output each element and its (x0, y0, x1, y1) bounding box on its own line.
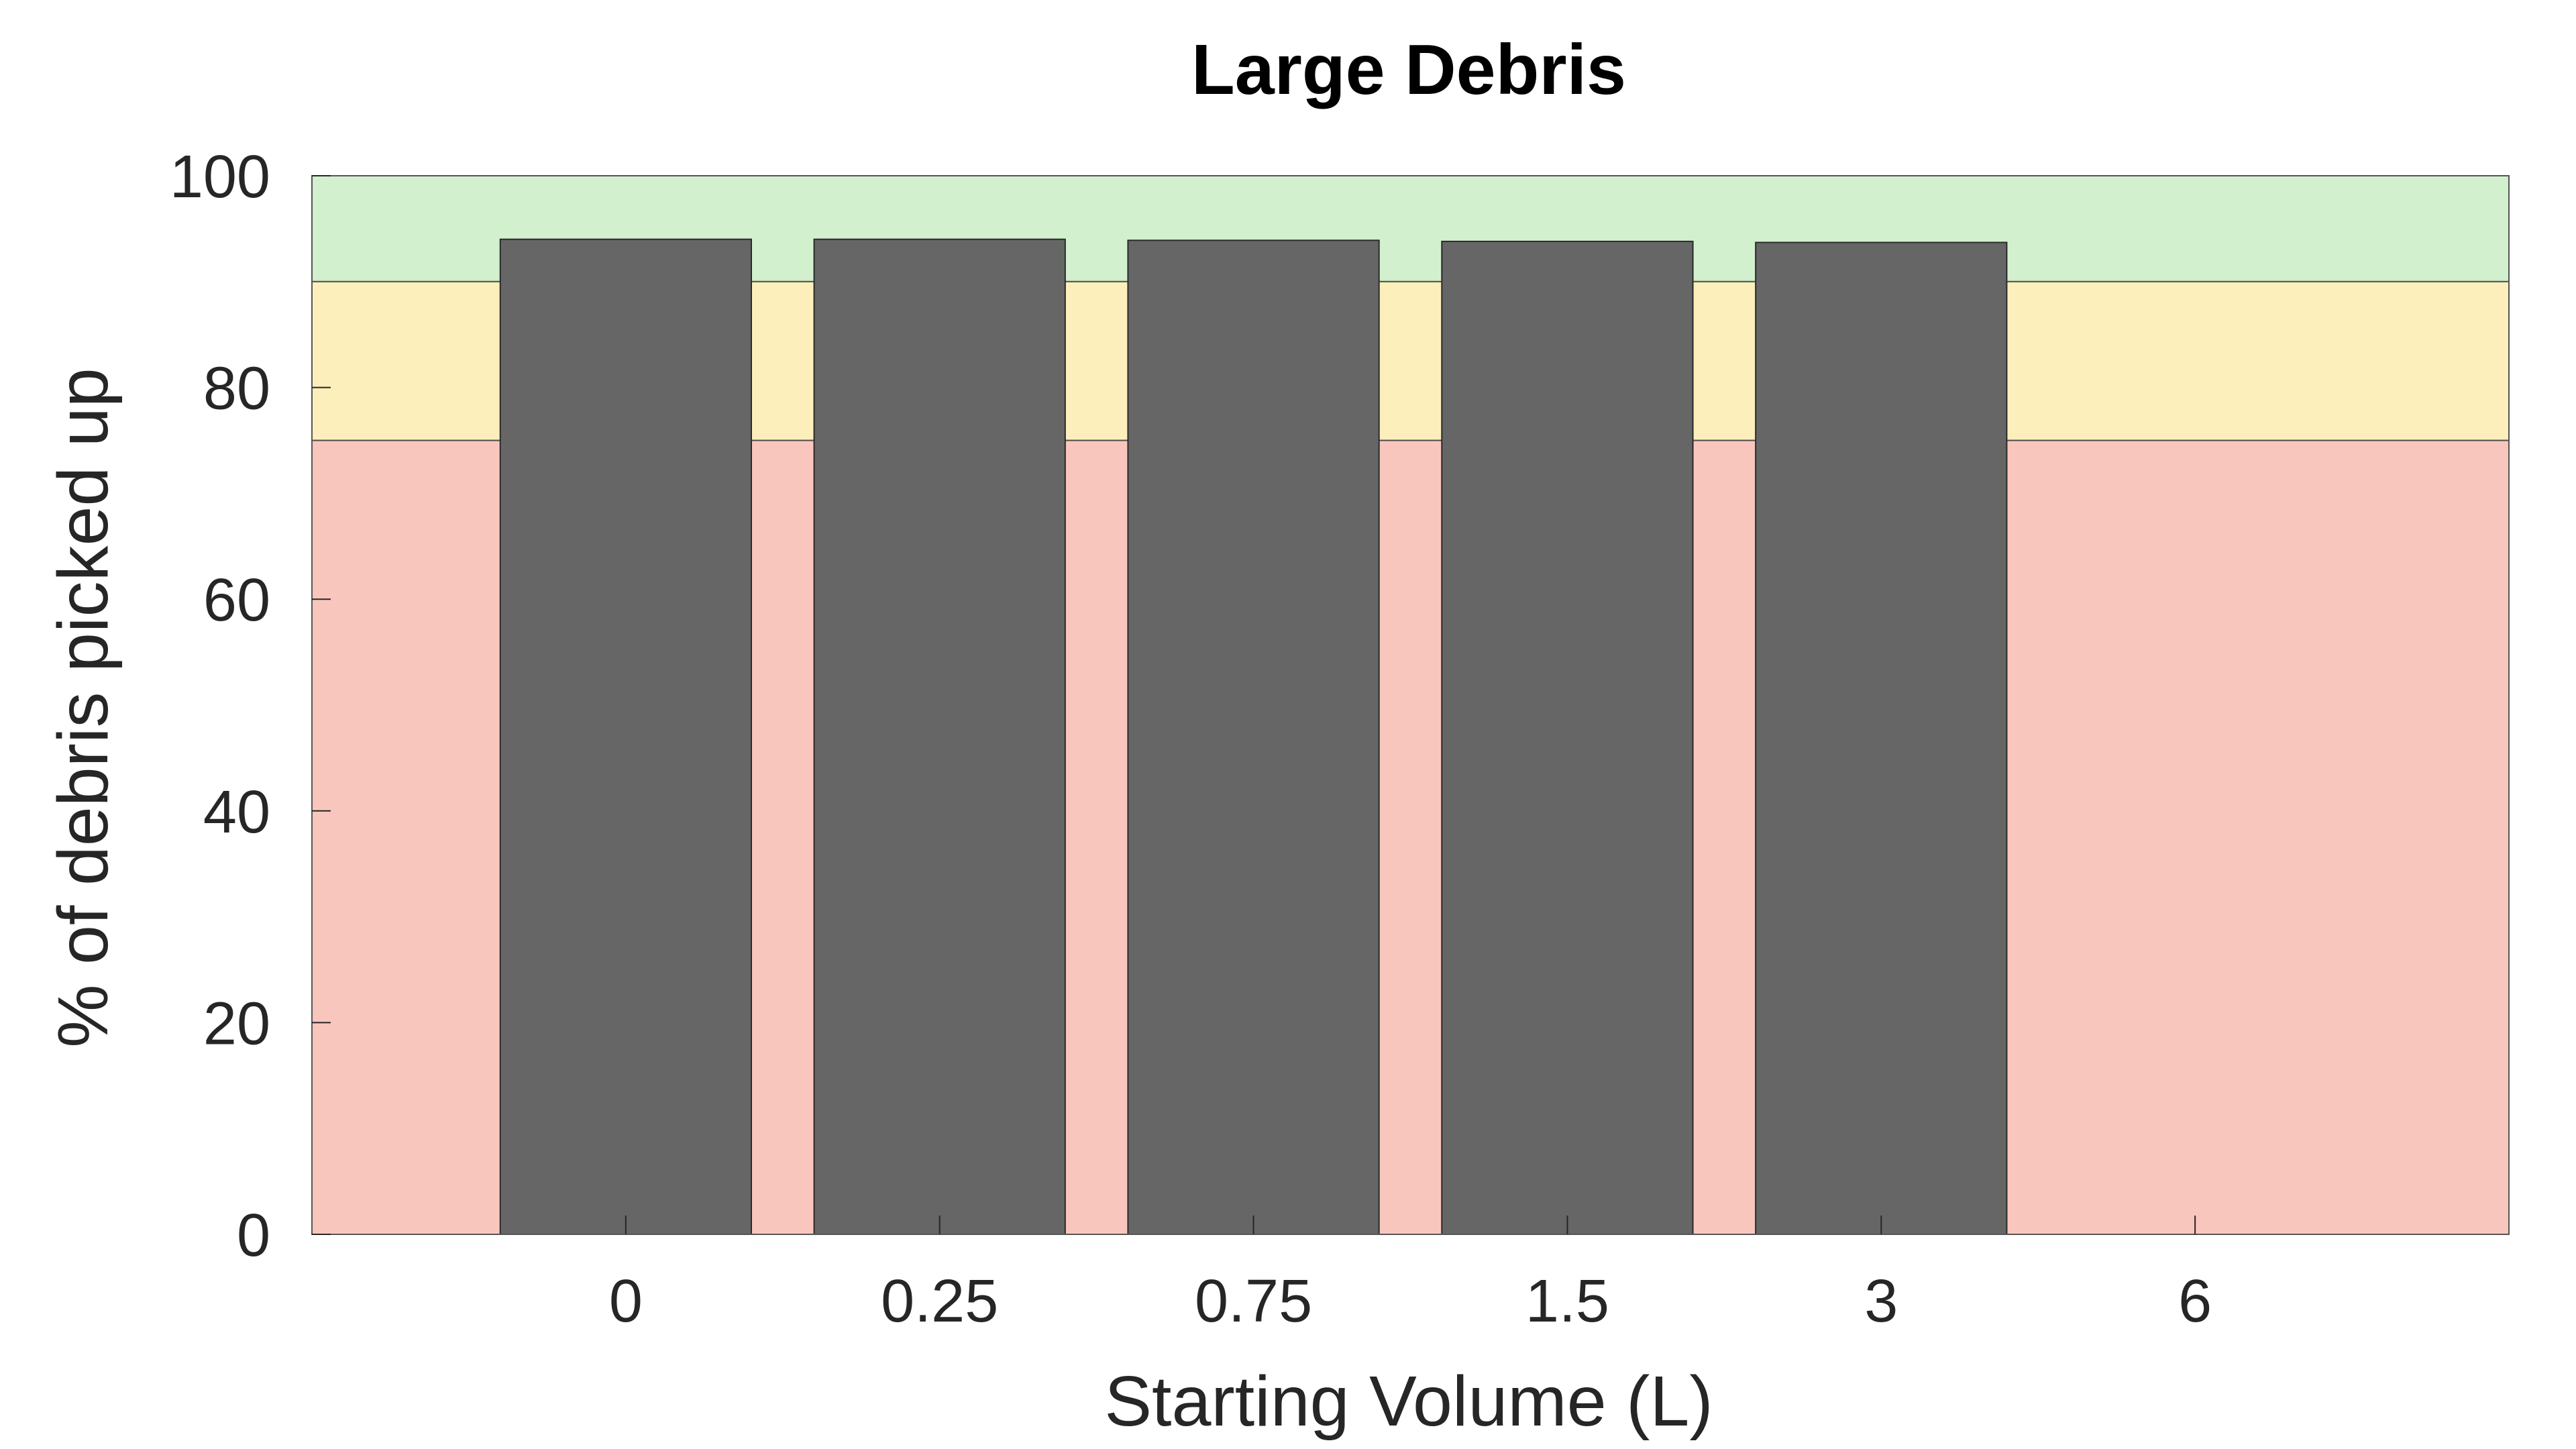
x-tick-label: 0 (609, 1268, 643, 1335)
bar-1.5 (1441, 240, 1694, 1235)
bar-0.25 (813, 238, 1066, 1235)
y-tick-label: 0 (237, 1202, 270, 1269)
y-tick-label: 20 (203, 990, 270, 1057)
x-axis-label: Starting Volume (L) (1104, 1362, 1713, 1441)
x-tick-label: 3 (1864, 1268, 1898, 1335)
x-tick-label: 0.25 (881, 1268, 998, 1335)
y-tick-label: 60 (203, 567, 270, 634)
y-tick-label: 100 (170, 144, 270, 211)
plot-frame (311, 175, 2510, 1235)
axes (311, 175, 2510, 1235)
bars (499, 238, 2008, 1236)
y-tick-label: 40 (203, 779, 270, 846)
y-tick-label: 80 (203, 356, 270, 423)
x-tick-label: 1.5 (1525, 1268, 1609, 1335)
y-axis-label: % of debris picked up (44, 368, 123, 1047)
x-tick-label: 0.75 (1195, 1268, 1312, 1335)
x-tick-label: 6 (2178, 1268, 2212, 1335)
bar-0 (499, 238, 752, 1235)
bar-3 (1755, 241, 2008, 1236)
chart-title: Large Debris (1191, 30, 1626, 109)
bar-0.75 (1127, 239, 1380, 1235)
